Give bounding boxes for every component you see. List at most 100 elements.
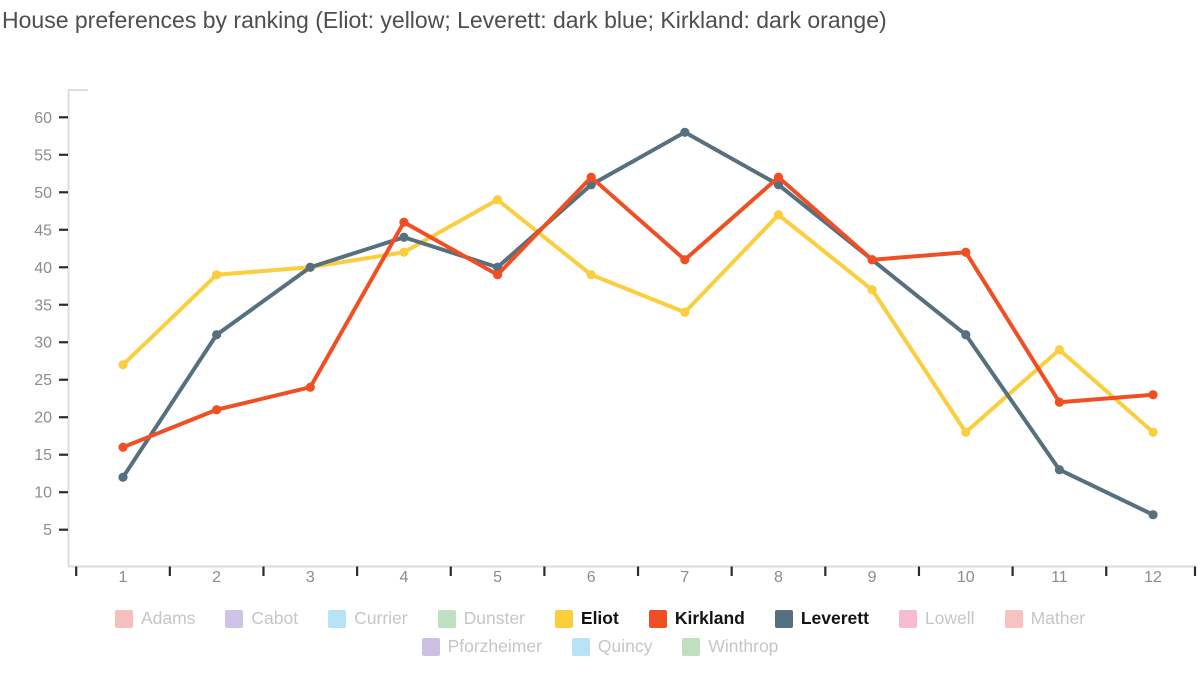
data-point bbox=[118, 472, 128, 482]
data-point bbox=[1148, 427, 1158, 437]
legend-label: Dunster bbox=[463, 608, 525, 628]
data-point bbox=[1054, 397, 1064, 407]
data-point bbox=[680, 307, 690, 317]
x-tick-label: 10 bbox=[957, 569, 975, 586]
legend-item-lowell[interactable]: Lowell bbox=[898, 608, 975, 629]
legend-label: Lowell bbox=[924, 608, 975, 628]
legend-row-1: Adams Cabot Currier Dunster Eliot Kirkland Lev… bbox=[114, 608, 1086, 629]
legend-item-kirkland[interactable]: Kirkland bbox=[648, 608, 745, 629]
legend-label: Pforzheimer bbox=[447, 636, 542, 656]
y-tick-label: 25 bbox=[34, 372, 52, 389]
y-tick-label: 50 bbox=[34, 185, 52, 202]
legend-label: Adams bbox=[140, 608, 196, 628]
x-tick-label: 4 bbox=[399, 569, 408, 586]
data-point bbox=[586, 270, 596, 280]
legend-swatch-icon bbox=[114, 609, 133, 628]
legend-swatch-icon bbox=[1004, 609, 1023, 628]
legend-item-adams[interactable]: Adams bbox=[114, 608, 196, 629]
y-tick-label: 60 bbox=[34, 110, 52, 127]
legend-item-pforzheimer[interactable]: Pforzheimer bbox=[421, 636, 542, 657]
legend-label: Winthrop bbox=[708, 636, 779, 656]
legend-swatch-icon bbox=[225, 609, 244, 628]
x-tick-label: 5 bbox=[493, 569, 502, 586]
data-point bbox=[961, 427, 971, 437]
data-point bbox=[773, 172, 784, 182]
legend-item-mather[interactable]: Mather bbox=[1004, 608, 1086, 629]
legend-label: Leverett bbox=[800, 608, 869, 628]
data-point bbox=[961, 247, 971, 257]
legend-label: Cabot bbox=[251, 608, 299, 628]
legend-swatch-icon bbox=[774, 609, 793, 628]
series-line bbox=[121, 130, 1156, 517]
data-point bbox=[212, 330, 222, 340]
x-tick-label: 6 bbox=[587, 569, 596, 586]
y-axis: 5 10 15 20 25 30 35 40 45 50 55 60 bbox=[34, 110, 68, 539]
y-tick-label: 10 bbox=[34, 485, 52, 502]
legend-label: Currier bbox=[354, 608, 408, 628]
y-tick-label: 20 bbox=[34, 410, 52, 427]
data-point bbox=[773, 180, 784, 190]
data-point bbox=[1054, 345, 1064, 355]
legend-swatch-icon bbox=[328, 609, 347, 628]
data-point bbox=[212, 405, 222, 415]
legend-item-dunster[interactable]: Dunster bbox=[437, 608, 525, 629]
legend-swatch-icon bbox=[554, 609, 573, 628]
legend-swatch-icon bbox=[898, 609, 917, 628]
legend-row-2: Pforzheimer Quincy Winthrop bbox=[421, 636, 778, 657]
data-point bbox=[399, 247, 409, 257]
x-tick-label: 11 bbox=[1051, 569, 1068, 586]
data-point bbox=[492, 195, 503, 205]
data-point bbox=[867, 285, 877, 295]
legend-item-eliot[interactable]: Eliot bbox=[554, 608, 619, 629]
legend-swatch-icon bbox=[437, 609, 456, 628]
chart-title: House preferences by ranking (Eliot: yel… bbox=[2, 7, 887, 33]
legend-label: Mather bbox=[1030, 608, 1086, 628]
y-tick-label: 15 bbox=[34, 447, 52, 464]
axis-domain bbox=[67, 89, 1196, 568]
data-point bbox=[399, 232, 409, 242]
legend-label: Eliot bbox=[580, 608, 619, 628]
legend-swatch-icon bbox=[682, 637, 701, 656]
series-kirkland bbox=[118, 172, 1158, 452]
series-leverett bbox=[118, 127, 1158, 520]
y-tick-label: 55 bbox=[34, 147, 52, 164]
legend-label: Quincy bbox=[597, 636, 653, 656]
legend-swatch-icon bbox=[571, 637, 590, 656]
data-point bbox=[680, 255, 690, 265]
data-point bbox=[305, 262, 315, 272]
data-point bbox=[1054, 465, 1064, 475]
data-point bbox=[773, 210, 784, 220]
data-point bbox=[492, 270, 503, 280]
legend-item-cabot[interactable]: Cabot bbox=[225, 608, 298, 629]
data-point bbox=[1148, 510, 1158, 520]
x-axis: 1 2 3 4 5 6 7 8 9 10 11 12 bbox=[75, 566, 1197, 586]
y-tick-label: 30 bbox=[34, 335, 52, 352]
data-point bbox=[867, 255, 877, 265]
x-tick-label: 2 bbox=[212, 569, 221, 586]
legend-item-currier[interactable]: Currier bbox=[328, 608, 408, 629]
x-tick-label: 12 bbox=[1144, 569, 1162, 586]
x-tick-label: 9 bbox=[868, 569, 877, 586]
data-point bbox=[118, 442, 128, 452]
legend-label: Kirkland bbox=[674, 608, 745, 628]
y-tick-label: 40 bbox=[34, 260, 52, 277]
series-eliot bbox=[118, 195, 1158, 437]
x-tick-label: 8 bbox=[774, 569, 783, 586]
y-tick-label: 45 bbox=[34, 222, 52, 239]
series-line bbox=[121, 197, 1156, 435]
x-tick-label: 1 bbox=[119, 569, 128, 586]
data-point bbox=[118, 360, 128, 370]
x-tick-label: 7 bbox=[680, 569, 689, 586]
data-point bbox=[1148, 390, 1158, 400]
data-point bbox=[680, 127, 690, 137]
legend-item-quincy[interactable]: Quincy bbox=[571, 636, 653, 657]
legend-item-leverett[interactable]: Leverett bbox=[774, 608, 869, 629]
chart-legend: Adams Cabot Currier Dunster Eliot Kirkland Lev… bbox=[0, 608, 1200, 657]
x-tick-label: 3 bbox=[306, 569, 315, 586]
legend-swatch-icon bbox=[648, 609, 667, 628]
legend-swatch-icon bbox=[421, 637, 440, 656]
data-point bbox=[961, 330, 971, 340]
legend-item-winthrop[interactable]: Winthrop bbox=[682, 636, 778, 657]
